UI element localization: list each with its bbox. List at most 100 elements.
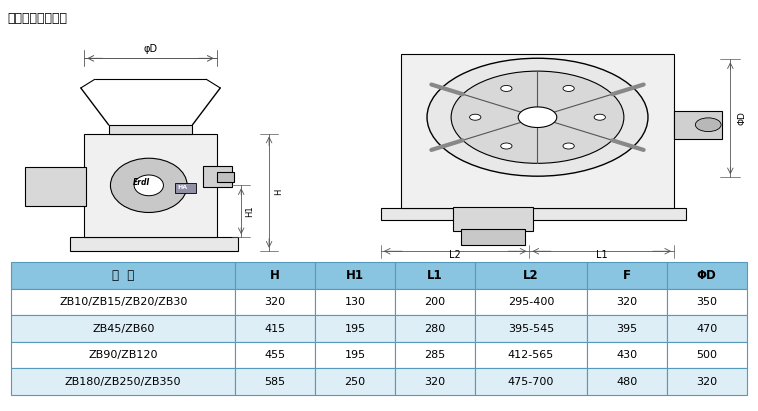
Circle shape xyxy=(695,118,721,132)
Text: 250: 250 xyxy=(344,377,365,387)
Bar xyxy=(25,167,86,206)
Bar xyxy=(84,134,217,237)
Bar xyxy=(315,315,395,342)
Bar xyxy=(667,262,747,289)
Bar xyxy=(395,262,475,289)
Text: 195: 195 xyxy=(344,323,365,333)
Bar xyxy=(11,368,235,395)
Circle shape xyxy=(563,85,575,91)
Bar xyxy=(11,289,235,315)
Bar xyxy=(674,111,722,139)
Circle shape xyxy=(501,85,512,91)
Circle shape xyxy=(518,107,557,127)
Text: ZB45/ZB60: ZB45/ZB60 xyxy=(92,323,155,333)
Text: H1: H1 xyxy=(346,269,364,282)
Text: L2: L2 xyxy=(449,249,461,260)
Bar xyxy=(667,315,747,342)
Bar xyxy=(453,207,534,231)
Bar xyxy=(475,342,587,368)
Text: 412-565: 412-565 xyxy=(508,350,554,360)
Text: φD: φD xyxy=(143,44,158,54)
Bar xyxy=(667,289,747,315)
Bar xyxy=(587,315,667,342)
Text: 195: 195 xyxy=(344,350,365,360)
Bar xyxy=(461,229,525,245)
Bar xyxy=(11,315,235,342)
Bar xyxy=(401,54,674,208)
Text: H1: H1 xyxy=(246,206,255,217)
Text: ZB90/ZB120: ZB90/ZB120 xyxy=(89,350,158,360)
Bar xyxy=(395,315,475,342)
Text: 455: 455 xyxy=(265,350,286,360)
Text: 430: 430 xyxy=(616,350,637,360)
Text: H: H xyxy=(270,269,280,282)
Text: 200: 200 xyxy=(424,297,446,307)
Bar xyxy=(587,342,667,368)
Bar xyxy=(315,368,395,395)
Bar xyxy=(70,237,238,251)
Text: H: H xyxy=(274,189,283,195)
Text: 395: 395 xyxy=(616,323,637,333)
Bar xyxy=(235,315,315,342)
Text: 395-545: 395-545 xyxy=(508,323,554,333)
Bar xyxy=(475,368,587,395)
Bar xyxy=(587,262,667,289)
Bar xyxy=(475,262,587,289)
Bar xyxy=(395,289,475,315)
Text: 500: 500 xyxy=(697,350,717,360)
Text: 470: 470 xyxy=(696,323,717,333)
Text: 320: 320 xyxy=(616,297,637,307)
Bar xyxy=(235,342,315,368)
Bar xyxy=(395,342,475,368)
Bar xyxy=(108,125,193,134)
Circle shape xyxy=(501,143,512,149)
Bar xyxy=(175,183,196,194)
Bar xyxy=(475,315,587,342)
Text: HA: HA xyxy=(177,185,187,190)
Text: 320: 320 xyxy=(265,297,286,307)
Text: 285: 285 xyxy=(424,350,446,360)
Bar xyxy=(235,289,315,315)
Text: L1: L1 xyxy=(596,249,608,260)
Text: 型  号: 型 号 xyxy=(112,269,134,282)
Bar xyxy=(11,262,235,289)
Bar xyxy=(217,172,234,182)
Bar xyxy=(11,342,235,368)
Circle shape xyxy=(470,114,481,120)
Text: ZB180/ZB250/ZB350: ZB180/ZB250/ZB350 xyxy=(65,377,181,387)
Bar xyxy=(587,289,667,315)
Text: 280: 280 xyxy=(424,323,446,333)
Bar xyxy=(235,368,315,395)
Circle shape xyxy=(594,114,606,120)
Text: 350: 350 xyxy=(697,297,717,307)
Bar xyxy=(395,368,475,395)
Bar xyxy=(315,289,395,315)
Bar xyxy=(315,342,395,368)
Text: 480: 480 xyxy=(616,377,637,387)
Circle shape xyxy=(451,71,624,163)
Bar xyxy=(587,368,667,395)
Circle shape xyxy=(134,175,164,196)
Circle shape xyxy=(111,158,187,212)
Text: 320: 320 xyxy=(424,377,446,387)
Text: F: F xyxy=(623,269,631,282)
Text: 585: 585 xyxy=(265,377,286,387)
Text: 295-400: 295-400 xyxy=(508,297,554,307)
Text: 415: 415 xyxy=(265,323,286,333)
Circle shape xyxy=(427,58,648,176)
Text: 外形及外形尺寸表: 外形及外形尺寸表 xyxy=(8,12,67,25)
Text: 475-700: 475-700 xyxy=(508,377,554,387)
Text: ErdI: ErdI xyxy=(133,178,150,187)
Bar xyxy=(235,262,315,289)
Text: L1: L1 xyxy=(428,269,443,282)
Text: 320: 320 xyxy=(696,377,717,387)
Text: ΦD: ΦD xyxy=(737,111,746,125)
Text: 130: 130 xyxy=(345,297,365,307)
Bar xyxy=(381,208,686,220)
Text: ZB10/ZB15/ZB20/ZB30: ZB10/ZB15/ZB20/ZB30 xyxy=(59,297,187,307)
Bar xyxy=(475,289,587,315)
Bar xyxy=(667,342,747,368)
Text: L2: L2 xyxy=(523,269,539,282)
Bar xyxy=(315,262,395,289)
Text: ΦD: ΦD xyxy=(697,269,716,282)
